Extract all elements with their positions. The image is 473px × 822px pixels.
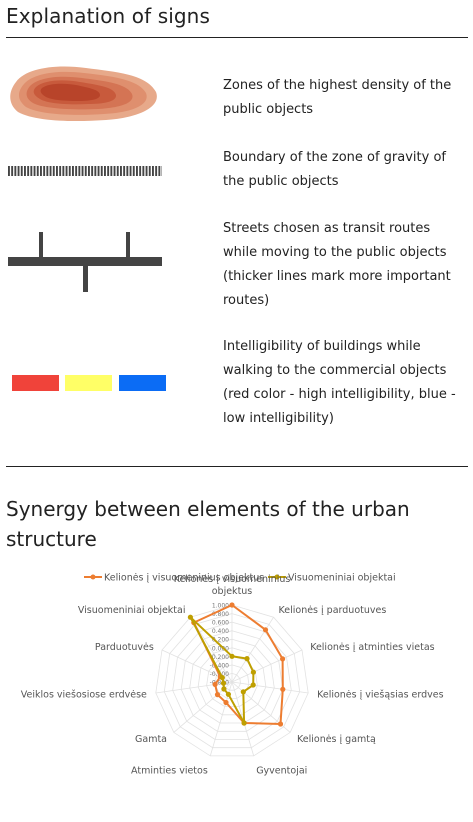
category-label-0-0: Kelionės į visuomeninius — [174, 574, 291, 585]
divider-middle — [6, 466, 468, 467]
spoke-3 — [231, 681, 309, 694]
street-routes-icon — [8, 232, 162, 292]
series-1-point-3 — [250, 682, 256, 688]
grid-ring-6 — [206, 655, 258, 708]
legend-label-0: Kelionės į visuomeninius objektus — [104, 573, 264, 584]
tick-label-0: 1.000 — [212, 603, 229, 610]
category-label-6: Atminties vietos — [131, 766, 208, 777]
swatch-red — [12, 375, 59, 391]
series-line-0 — [192, 604, 284, 725]
series-0-point-4 — [277, 721, 284, 727]
spoke-2 — [231, 649, 303, 683]
series-0-point-8 — [212, 681, 218, 687]
legend-text-boundary: Boundary of the zone of gravity of the p… — [223, 150, 446, 189]
tick-label-4: 0.200 — [212, 637, 229, 644]
series-0-point-2 — [280, 656, 286, 662]
tick-label-9: -0.800 — [210, 680, 230, 687]
category-label-0-1: objektus — [212, 586, 253, 597]
density-zone-icon — [10, 66, 157, 122]
category-label-10: Visuomeniniai objektai — [78, 605, 186, 616]
grid-ring-1 — [163, 613, 301, 749]
grid-ring-3 — [180, 630, 284, 732]
category-label-5: Gyventojai — [256, 766, 307, 777]
series-0-point-7 — [214, 692, 221, 698]
tick-label-7: -0.400 — [210, 662, 230, 669]
series-0-point-1 — [262, 627, 269, 633]
divider-top — [6, 37, 468, 38]
category-label-3: Kelionės į viešąsias erdves — [317, 690, 444, 701]
series-1-point-8 — [220, 680, 227, 686]
legend-title: Explanation of signs — [6, 4, 210, 28]
series-0-point-0 — [229, 602, 235, 608]
category-label-4: Kelionės į gamtą — [297, 734, 376, 745]
category-label-9: Parduotuvės — [95, 642, 154, 653]
legend-label-1: Visuomeniniai objektai — [288, 573, 396, 584]
category-label-8: Veiklos viešosiose erdvėse — [21, 690, 147, 701]
legend-text-density: Zones of the highest density of the publ… — [223, 78, 452, 117]
series-0-point-3 — [280, 686, 286, 692]
tick-label-3: 0.400 — [212, 628, 229, 635]
series-1-point-1 — [244, 656, 250, 662]
category-label-2: Kelionės į atminties vietas — [310, 642, 434, 653]
category-label-1: Kelionės į parduotuves — [279, 605, 387, 616]
legend-text-streets: Streets chosen as transit routes while m… — [223, 221, 451, 308]
tick-label-6: -0.200 — [210, 654, 230, 661]
tick-label-1: 0.800 — [212, 611, 229, 618]
swatch-yellow — [65, 375, 112, 391]
series-0-point-6 — [223, 699, 229, 706]
legend-marker-1 — [274, 574, 280, 580]
swatch-blue — [119, 375, 166, 391]
series-1-point-2 — [250, 669, 256, 675]
synergy-title: Synergy between elements of the urban st… — [6, 497, 410, 551]
tick-label-2: 0.600 — [212, 620, 229, 627]
legend-marker-0 — [90, 574, 96, 580]
category-label-7: Gamta — [135, 734, 167, 745]
series-1-point-4 — [240, 689, 246, 695]
series-1-point-7 — [221, 686, 227, 692]
tick-label-5: 0.000 — [212, 645, 229, 652]
radar-chart: Kelionės į visuomeninius objektus Visuome… — [21, 573, 444, 777]
series-1-point-10 — [187, 614, 193, 620]
grid-ring-4 — [189, 638, 275, 724]
grid-ring-2 — [172, 621, 292, 740]
legend-text-intelligibility: Intelligibility of buildings while walki… — [223, 339, 456, 426]
boundary-hatch-icon — [8, 166, 162, 176]
grid-ring-7 — [214, 664, 250, 699]
series-1-point-5 — [241, 720, 247, 726]
series-1-point-9 — [219, 675, 225, 681]
series-1-point-0 — [229, 653, 235, 659]
grid-ring-0 — [155, 604, 309, 757]
spoke-8 — [155, 681, 233, 694]
series-1-point-6 — [225, 691, 231, 697]
grid-ring-5 — [197, 647, 267, 716]
